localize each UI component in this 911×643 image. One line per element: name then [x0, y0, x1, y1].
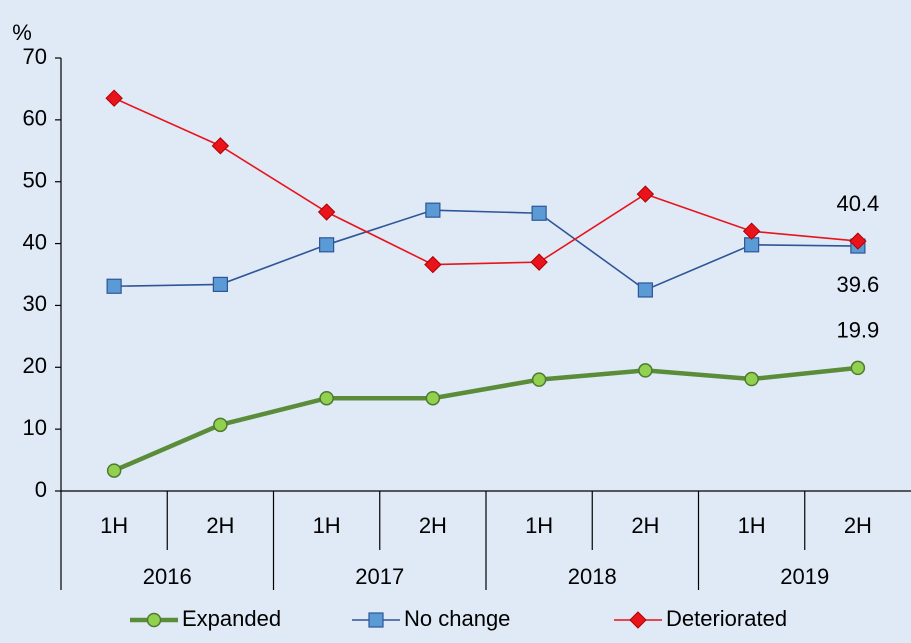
x-group-label: 2017 [355, 564, 404, 589]
data-point [531, 205, 547, 221]
data-point [638, 363, 653, 378]
series-line [113, 365, 859, 473]
data-point [744, 371, 759, 387]
data-point [106, 463, 122, 478]
data-point [319, 390, 334, 406]
legend-label: No change [404, 606, 510, 631]
series-line [114, 209, 858, 291]
y-tick-label: 70 [23, 44, 47, 69]
data-point [319, 237, 335, 253]
y-axis-label: % [12, 20, 32, 45]
y-tick-label: 40 [23, 229, 47, 254]
x-group-label: 2019 [780, 564, 829, 589]
data-point [425, 390, 441, 406]
data-point [211, 137, 230, 155]
x-tick-label: 2H [206, 513, 234, 538]
data-point [424, 255, 442, 274]
data-label: 19.9 [836, 318, 879, 343]
y-tick-label: 10 [23, 415, 47, 440]
x-tick-label: 2H [631, 513, 659, 538]
y-tick-label: 20 [23, 353, 47, 378]
data-point [213, 417, 228, 433]
data-point [849, 232, 867, 250]
data-point [317, 203, 336, 221]
x-tick-label: 1H [738, 513, 766, 538]
data-point [425, 202, 441, 218]
data-point [744, 237, 760, 253]
series-line [113, 97, 858, 266]
data-point [637, 282, 653, 298]
legend-marker [368, 612, 384, 628]
x-group-label: 2016 [143, 564, 192, 589]
legend-marker [629, 611, 647, 629]
x-group-label: 2018 [568, 564, 617, 589]
y-tick-label: 60 [23, 106, 47, 131]
x-tick-label: 2H [844, 513, 872, 538]
data-point [105, 89, 123, 107]
data-point [636, 185, 655, 203]
data-point [850, 360, 866, 376]
y-tick-label: 0 [35, 477, 47, 502]
data-point [530, 253, 548, 271]
x-tick-label: 1H [313, 513, 341, 538]
legend-label: Expanded [182, 606, 281, 631]
data-label: 40.4 [836, 191, 879, 216]
data-label: 39.6 [836, 272, 879, 297]
x-tick-label: 1H [100, 513, 128, 538]
data-point [531, 372, 547, 387]
y-tick-label: 30 [23, 291, 47, 316]
x-tick-label: 1H [525, 513, 553, 538]
y-tick-label: 50 [23, 168, 47, 193]
legend-marker [146, 612, 162, 628]
legend-label: Deteriorated [666, 606, 787, 631]
x-tick-label: 2H [419, 513, 447, 538]
data-point [106, 278, 122, 294]
data-point [742, 222, 761, 240]
data-point [212, 276, 228, 292]
